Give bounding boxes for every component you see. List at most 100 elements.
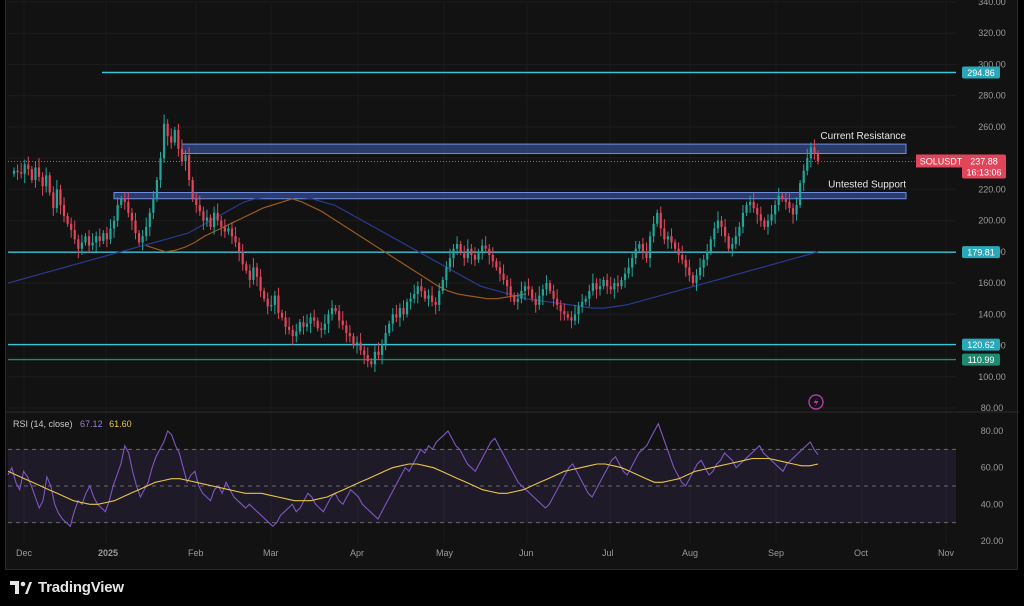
- level-price-tag: [962, 338, 1000, 351]
- countdown-label: 16:13:06: [966, 167, 1001, 177]
- zone-rect[interactable]: [113, 192, 907, 200]
- level-price-tag: [962, 246, 1000, 259]
- candle-body: [713, 228, 716, 240]
- candle-body: [770, 214, 773, 221]
- candle-body: [348, 333, 352, 337]
- rsi-pane: [6, 411, 1019, 528]
- candle-body: [298, 322, 301, 332]
- candle-body: [802, 170, 805, 184]
- candle-body: [416, 286, 419, 295]
- candle-body: [384, 333, 387, 344]
- candle-body: [734, 236, 737, 245]
- candle-body: [681, 254, 684, 260]
- level-price-label: 179.81: [967, 248, 995, 258]
- price-chart[interactable]: Current Resistance Untested Support 340.0…: [6, 0, 1019, 570]
- candle-body: [270, 304, 273, 307]
- candle-body: [377, 351, 380, 355]
- candle-body: [391, 314, 394, 324]
- price-tick-label: 160.00: [978, 278, 1006, 288]
- candle-body: [327, 314, 330, 324]
- candle-body: [645, 251, 648, 259]
- candle-body: [245, 264, 248, 271]
- candle-body: [41, 176, 44, 187]
- candle-body: [105, 233, 109, 240]
- candle-body: [280, 312, 284, 318]
- candle-body: [309, 317, 312, 324]
- zone-rect[interactable]: [181, 143, 907, 154]
- price-tick-label: 80.00: [981, 403, 1004, 413]
- candle-body: [652, 223, 655, 237]
- candle-body: [766, 220, 770, 227]
- candle-body: [799, 183, 802, 205]
- candle-body: [16, 170, 19, 173]
- candle-body: [659, 212, 662, 229]
- chart-frame: Current Resistance Untested Support 340.0…: [5, 0, 1019, 570]
- candle-body: [409, 298, 412, 302]
- price-tick-label: 220.00: [978, 184, 1006, 194]
- candle-body: [359, 342, 362, 351]
- candle-body: [513, 295, 516, 302]
- candle-body: [305, 323, 309, 327]
- candle-body: [73, 229, 76, 240]
- candle-body: [506, 279, 509, 287]
- candle-body: [70, 223, 73, 230]
- time-tick-label: 2025: [98, 548, 118, 558]
- candle-body: [463, 251, 466, 259]
- level-price-tag: [962, 353, 1000, 366]
- candle-body: [491, 254, 494, 262]
- candle-body: [606, 279, 609, 287]
- candle-body: [195, 198, 198, 205]
- level-price-label: 294.86: [967, 68, 995, 78]
- candle-body: [709, 239, 712, 252]
- lightning-icon[interactable]: [808, 394, 824, 410]
- candle-body: [141, 236, 144, 243]
- candle-body: [581, 301, 584, 307]
- candle-body: [166, 123, 169, 137]
- candle-body: [741, 212, 745, 227]
- candle-body: [37, 167, 41, 177]
- candle-body: [177, 130, 180, 149]
- candle-body: [602, 279, 605, 287]
- candle-body: [691, 275, 695, 284]
- candle-body: [112, 220, 116, 229]
- candle-body: [162, 123, 166, 159]
- price-tick-label: 340.00: [978, 0, 1006, 7]
- time-tick-label: Jun: [519, 548, 534, 558]
- candle-body: [388, 323, 391, 334]
- time-tick-label: Jul: [602, 548, 614, 558]
- candle-body: [373, 351, 377, 365]
- time-tick-label: Oct: [854, 548, 869, 558]
- candle-body: [613, 283, 616, 290]
- candle-body: [777, 195, 780, 205]
- time-tick-label: Apr: [350, 548, 364, 558]
- candle-body: [548, 283, 552, 291]
- candle-body: [80, 242, 84, 249]
- candle-body: [477, 251, 480, 260]
- last-price-label: 237.88: [970, 156, 998, 166]
- price-tick-label: 260.00: [978, 122, 1006, 132]
- candle-body: [631, 258, 634, 268]
- time-axis: Dec 2025 Feb Mar Apr May Jun Jul Aug Sep Oct Nov: [16, 548, 955, 558]
- candle-body: [698, 267, 702, 276]
- candle-body: [55, 189, 58, 209]
- candle-body: [259, 276, 262, 291]
- tradingview-logo[interactable]: TradingView: [10, 579, 124, 596]
- candle-body: [609, 286, 612, 290]
- candle-body: [137, 233, 141, 243]
- candle-body: [66, 215, 69, 224]
- price-tick-label: 100.00: [978, 372, 1006, 382]
- candle-body: [320, 328, 323, 330]
- candle-body: [205, 217, 209, 221]
- candle-body: [666, 236, 670, 240]
- candle-body: [145, 226, 148, 237]
- candle-body: [531, 289, 534, 299]
- candle-body: [173, 130, 176, 143]
- candle-body: [441, 279, 444, 291]
- candle-body: [295, 331, 298, 337]
- candle-body: [473, 254, 477, 260]
- candle-body: [502, 273, 505, 280]
- candle-body: [352, 336, 355, 346]
- candle-body: [234, 236, 237, 243]
- candle-body: [184, 155, 187, 162]
- candle-body: [448, 258, 452, 268]
